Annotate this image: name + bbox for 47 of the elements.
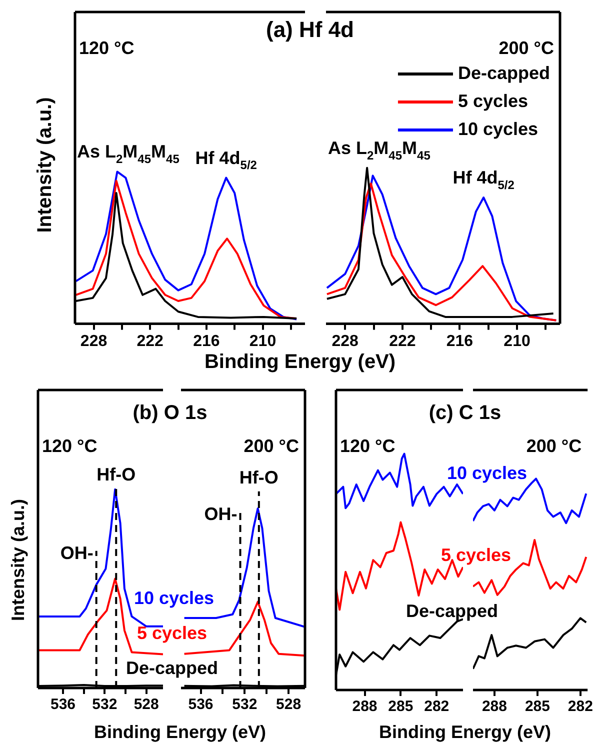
ref-line-label: Hf-O — [96, 464, 136, 484]
chart-title: (b) O 1s — [132, 402, 208, 424]
x-tick-label: 282 — [568, 698, 593, 716]
text: 120 °C — [42, 436, 98, 456]
text: 200 °C — [526, 436, 582, 456]
series-label: 10 cycles — [446, 463, 528, 483]
series-label: 10 cycles — [134, 588, 214, 608]
chart-title: (a) Hf 4d — [266, 17, 354, 42]
chart-title: (c) C 1s — [428, 402, 502, 424]
x-tick-label: 222 — [136, 332, 164, 350]
x-axis-title: Binding Energy (eV) — [94, 722, 266, 742]
x-tick-label: 228 — [80, 332, 108, 350]
x-tick-label: 216 — [193, 332, 220, 350]
ref-line-label: Hf-O — [239, 467, 278, 488]
x-tick-label: 285 — [524, 698, 550, 716]
x-tick-label: 536 — [50, 696, 76, 714]
x-tick-label: 228 — [332, 332, 359, 350]
x-tick-label: 532 — [232, 696, 258, 714]
x-tick-label: 222 — [389, 332, 416, 350]
text: 200 °C — [244, 436, 300, 456]
legend-label: De-capped — [458, 62, 550, 83]
text: 120 °C — [79, 38, 134, 58]
x-tick-label: 532 — [92, 696, 118, 714]
y-axis-title: Intensity (a.u.) — [34, 97, 56, 233]
x-tick-label: 282 — [424, 698, 450, 716]
x-axis-title: Binding Energy (eV) — [378, 722, 552, 742]
ref-line-label: OH- — [204, 504, 238, 524]
series-label: 5 cycles — [136, 623, 208, 643]
x-tick-label: 285 — [388, 698, 414, 716]
series-label: 5 cycles — [440, 545, 512, 565]
x-tick-label: 288 — [352, 698, 378, 716]
series-label: De-capped — [126, 658, 218, 678]
x-tick-label: 536 — [188, 696, 214, 714]
legend-label: 10 cycles — [458, 118, 538, 139]
x-tick-label: 528 — [134, 696, 159, 714]
ref-line-label: OH- — [60, 542, 94, 563]
x-tick-label: 528 — [276, 696, 302, 714]
annotation: 120 °C — [340, 436, 396, 456]
series-label: De-capped — [406, 601, 498, 621]
y-axis-title: Intensity (a.u.) — [8, 498, 28, 622]
text: 200 °C — [498, 38, 554, 58]
x-tick-label: 210 — [504, 332, 530, 350]
x-tick-label: 210 — [249, 332, 276, 350]
legend-label: 5 cycles — [458, 90, 528, 111]
x-axis-title: Binding Energy (eV) — [204, 351, 396, 373]
x-tick-label: 288 — [482, 698, 507, 716]
x-tick-label: 216 — [446, 332, 474, 350]
